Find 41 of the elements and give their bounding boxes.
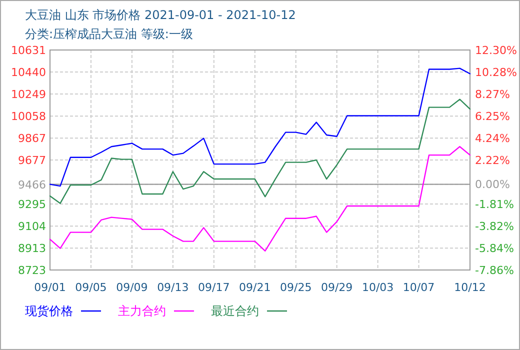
x-tick-label: 09/01 (34, 281, 66, 294)
y-tick-label: 10440 (11, 66, 46, 80)
x-tick-label: 09/05 (75, 281, 107, 294)
line-series (49, 98, 471, 204)
y-tick-label: 9867 (18, 132, 46, 146)
y2-tick-label: -1.81% (475, 198, 514, 211)
y-tick-label: 8723 (18, 264, 46, 277)
chart-title: 大豆油 山东 市场价格 2021-09-01 - 2021-10-12 (25, 8, 296, 22)
legend-label: 主力合约 (118, 304, 166, 318)
line-series (49, 68, 471, 187)
x-tick-label: 09/17 (198, 281, 230, 294)
x-tick-label: 09/09 (116, 281, 148, 294)
line-series (49, 146, 471, 252)
y-tick-label: 10249 (11, 88, 46, 102)
x-tick-label: 09/25 (280, 281, 312, 294)
x-tick-label: 10/03 (362, 281, 394, 294)
y-tick-label: 8913 (18, 242, 46, 256)
y-tick-label: 10058 (11, 110, 46, 124)
y-tick-label: 10631 (11, 44, 46, 57)
y2-tick-label: 10.28% (475, 66, 517, 80)
y2-tick-label: 12.30% (475, 44, 517, 57)
legend-label: 最近合约 (211, 304, 259, 318)
y-tick-label: 9104 (18, 220, 46, 234)
y2-tick-label: -5.84% (475, 242, 514, 255)
x-tick-label: 09/21 (239, 281, 271, 294)
y-tick-label: 9466 (18, 178, 46, 192)
x-tick-label: 10/07 (402, 281, 435, 294)
y2-tick-label: 8.27% (475, 88, 510, 101)
legend-label: 现货价格 (25, 304, 73, 318)
x-tick-label: 09/29 (320, 281, 353, 294)
x-tick-label: 10/12 (454, 281, 486, 294)
y2-tick-label: 2.22% (475, 154, 510, 167)
y-tick-label: 9295 (18, 198, 46, 212)
y2-tick-label: 0.00% (475, 178, 510, 192)
y-tick-label: 9677 (18, 154, 46, 167)
y2-tick-label: -3.82% (475, 220, 514, 233)
y2-tick-label: 6.25% (475, 110, 510, 124)
y2-tick-label: -7.86% (475, 264, 514, 277)
y2-tick-label: 4.24% (475, 132, 510, 145)
x-tick-label: 09/13 (157, 281, 189, 294)
chart-subtitle: 分类:压榨成品大豆油 等级:一级 (25, 27, 193, 41)
